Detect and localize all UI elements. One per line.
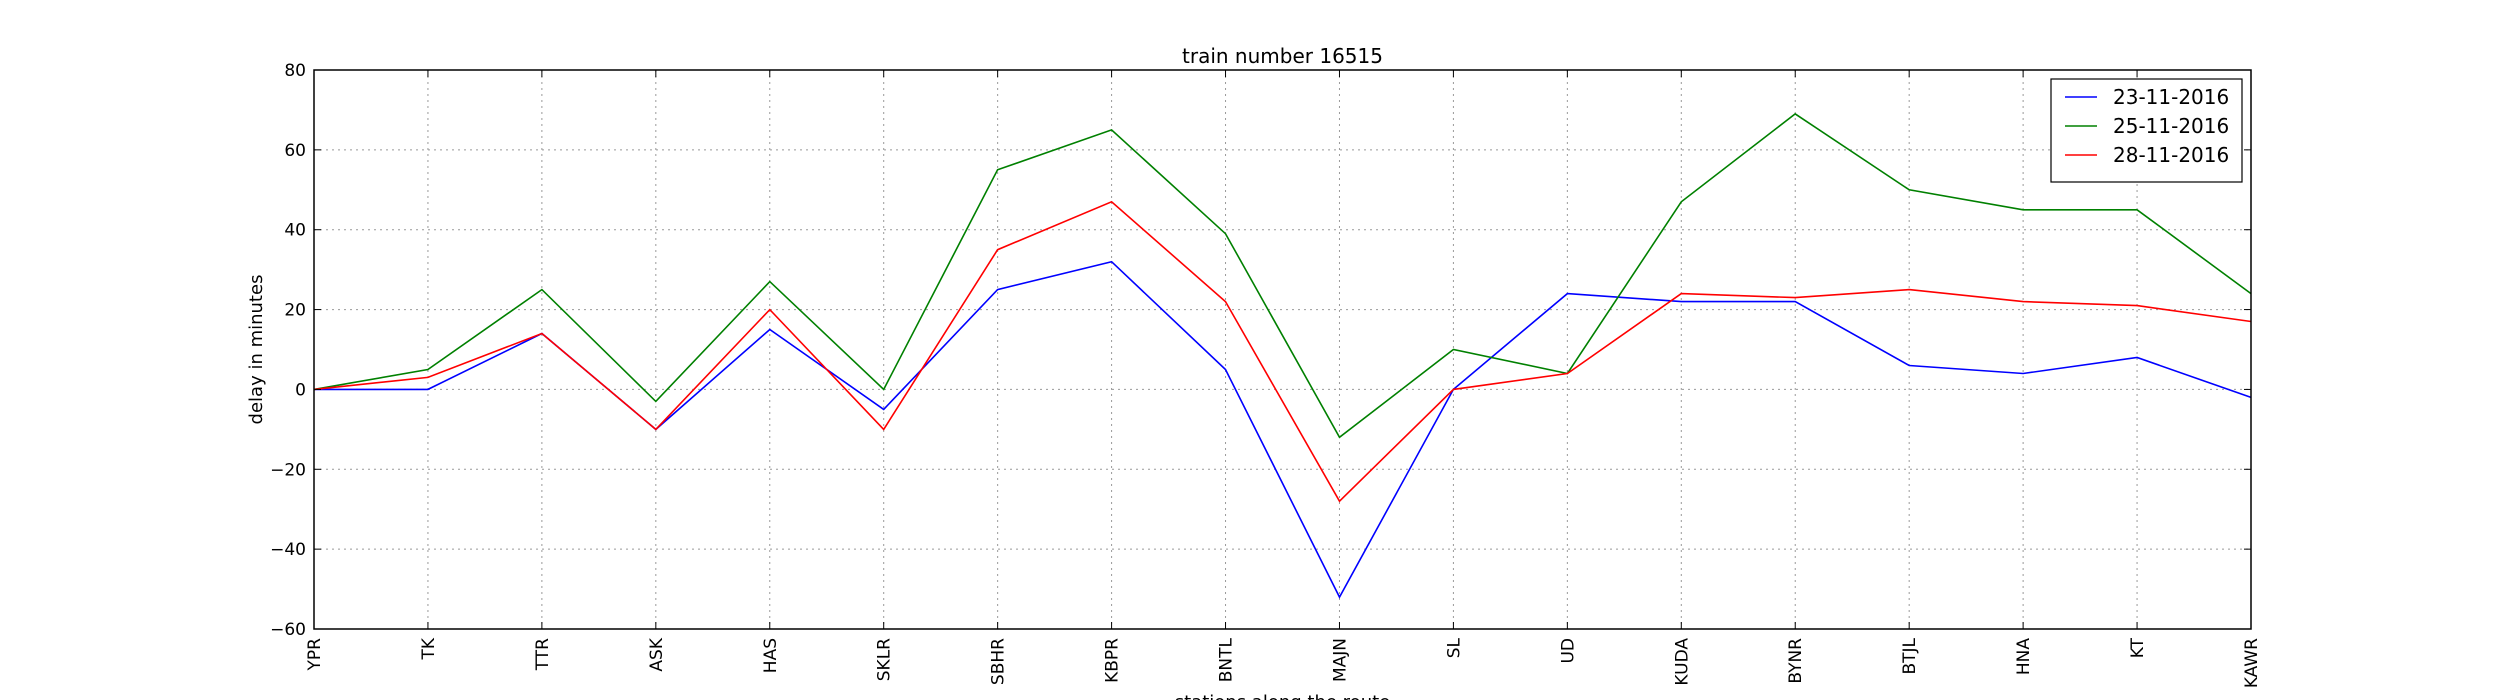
y-tick-label: 60 [284,141,306,161]
x-tick-label: KAWR [2242,638,2262,688]
plot-area [313,69,2252,630]
x-tick-label: SKLR [875,638,895,681]
legend-label: 28-11-2016 [2113,143,2229,167]
y-tick-label: 40 [284,221,306,241]
y-tick-label: 0 [295,380,306,400]
chart-title: train number 16515 [1182,44,1383,68]
x-tick-label: BNTL [1217,637,1237,682]
legend: 23-11-2016 25-11-2016 28-11-2016 [2050,78,2243,183]
axis-ticks: YPR TK TTR ASK HAS SKLR SBHR KBPR BNTL MAJN SL UD KU… [270,61,2262,688]
legend-label: 23-11-2016 [2113,85,2229,109]
x-tick-label: SL [1444,637,1464,658]
y-tick-label: 20 [284,301,306,321]
legend-box [2050,78,2243,183]
x-tick-label: BTJL [1900,637,1920,674]
legend-label: 25-11-2016 [2113,114,2229,138]
y-tick-label: −40 [270,540,306,560]
x-tick-label: HNA [2014,638,2034,676]
x-tick-label: YPR [305,638,325,672]
grid [314,70,2251,629]
x-tick-label: TK [419,637,439,660]
x-tick-label: HAS [761,638,781,673]
x-tick-label: KBPR [1103,638,1123,683]
x-tick-label: SBHR [989,638,1009,685]
y-tick-label: −20 [270,460,306,480]
x-tick-label: UD [1558,638,1578,664]
x-tick-label: BYNR [1786,638,1806,684]
x-axis-title: stations along the route [1175,692,1390,700]
x-tick-label: KUDA [1672,638,1692,686]
series-line [313,200,2252,503]
series-lines [313,112,2252,599]
x-tick-label: MAJN [1330,638,1350,682]
y-tick-label: 80 [284,61,306,81]
y-tick-label: −60 [270,620,306,640]
x-tick-label: KT [2128,637,2148,658]
x-tick-label: TTR [533,638,553,671]
x-tick-label: ASK [647,637,667,671]
y-axis-title: delay in minutes [246,275,267,425]
series-line [314,260,2252,599]
series-line [313,112,2252,439]
